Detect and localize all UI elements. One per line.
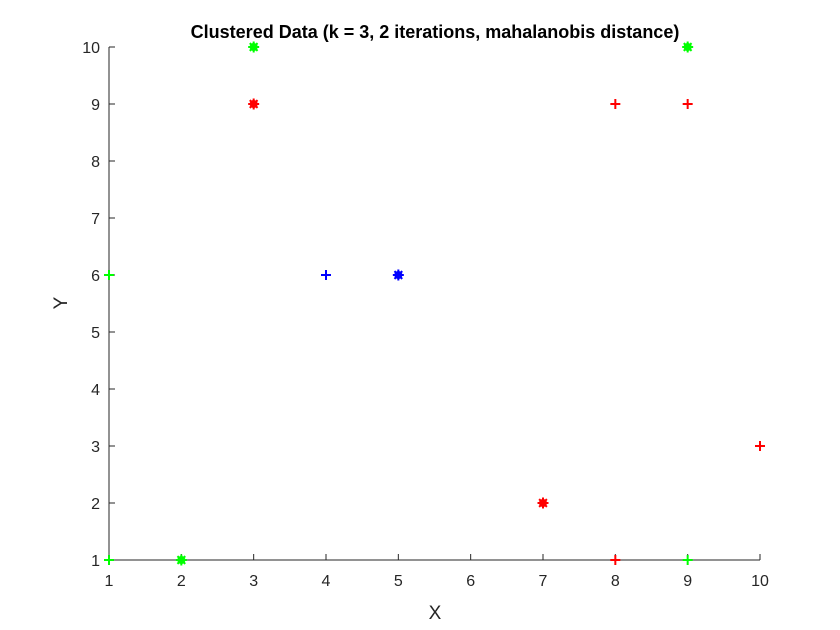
x-tick-label: 9 [683, 573, 692, 590]
x-tick-label: 2 [177, 573, 186, 590]
data-point [682, 555, 693, 565]
x-tick-label: 1 [105, 573, 114, 590]
x-tick-label: 6 [466, 573, 475, 590]
y-tick-label: 8 [91, 154, 100, 171]
centroid-point [248, 98, 260, 110]
data-point [610, 99, 621, 109]
y-axis-label: Y [51, 296, 72, 309]
x-tick-label: 3 [249, 573, 258, 590]
data-point [610, 555, 621, 565]
data-marks [104, 41, 765, 566]
x-tick-label: 4 [322, 573, 331, 590]
centroid-point [175, 554, 187, 566]
y-tick-label: 4 [91, 382, 100, 399]
x-tick-label: 10 [751, 573, 769, 590]
y-tick-label: 1 [91, 553, 100, 570]
x-tick-label: 8 [611, 573, 620, 590]
y-tick-label: 2 [91, 496, 100, 513]
data-point [321, 270, 331, 280]
x-tick-label: 7 [539, 573, 548, 590]
y-tick-label: 3 [91, 439, 100, 456]
axes: 1 2 3 4 5 6 7 8 9 10 1 2 3 4 5 6 7 8 9 10 [82, 40, 769, 590]
data-point [755, 441, 765, 451]
centroid-point [537, 497, 549, 509]
y-tick-label: 9 [91, 97, 100, 114]
data-point [682, 99, 693, 109]
x-axis-label: X [429, 603, 442, 624]
y-tick-label: 5 [91, 325, 100, 342]
y-tick-label: 10 [82, 40, 100, 57]
data-point [104, 270, 114, 280]
centroid-point [682, 41, 694, 53]
centroid-point [248, 41, 260, 53]
y-tick-label: 7 [91, 211, 100, 228]
centroid-point [392, 269, 404, 281]
x-tick-label: 5 [394, 573, 403, 590]
y-tick-label: 6 [91, 268, 100, 285]
chart-title: Clustered Data (k = 3, 2 iterations, mah… [191, 22, 680, 42]
data-point [104, 555, 114, 565]
